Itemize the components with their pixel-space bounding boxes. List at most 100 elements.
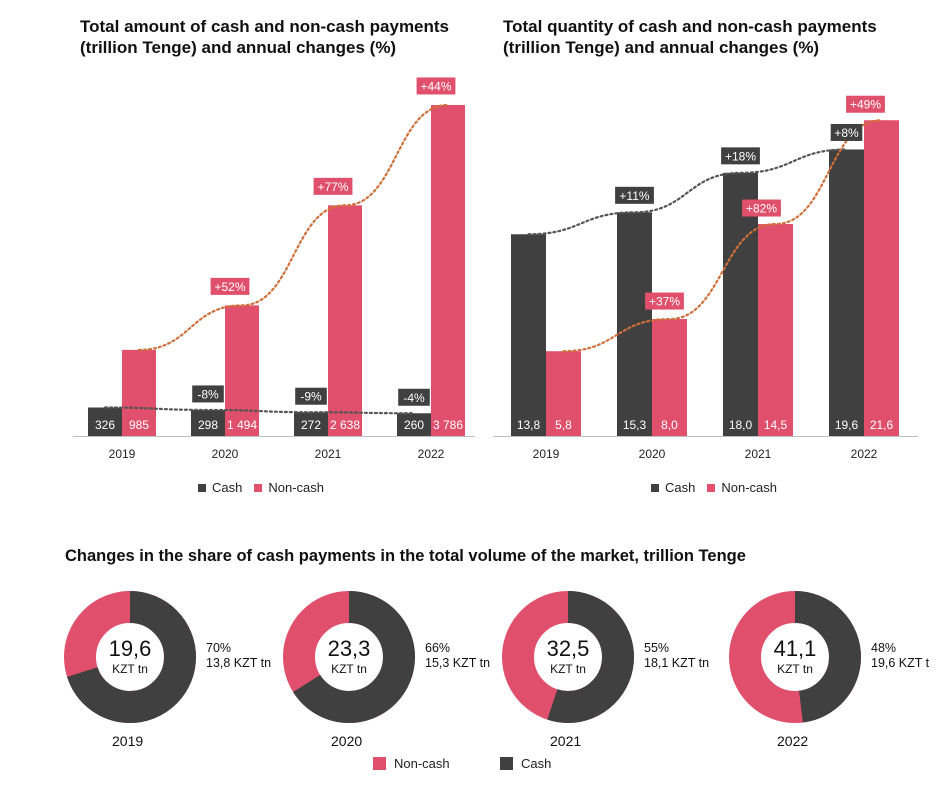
- donut-unit: KZT tn: [550, 662, 586, 676]
- change-badge-cash-2022: [830, 123, 863, 141]
- bar-noncash-2021: [328, 205, 362, 436]
- legend-noncash-swatch: [707, 483, 716, 492]
- trend-line-noncash: [137, 103, 450, 351]
- donut-legend-cash-swatch: [500, 757, 513, 770]
- chart1-legend: Cash Non-cash: [198, 480, 324, 495]
- category-label: 2022: [418, 447, 445, 461]
- donut-ring: [502, 591, 634, 723]
- legend-cash-label: Cash: [665, 480, 696, 495]
- category-label: 2020: [212, 447, 239, 461]
- donut-slice-cash: [729, 591, 861, 723]
- donut-year-label: 2020: [331, 733, 363, 749]
- bar-cash-value-label: 298: [198, 418, 218, 432]
- bar-cash-2022: [829, 149, 864, 436]
- change-badge-noncash-2021-text: +82%: [746, 202, 777, 216]
- bar-cash-value-label: 19,6: [835, 418, 859, 432]
- donut-cash-share-label: 66% 15,3 KZT tn: [425, 641, 490, 671]
- category-label: 2022: [851, 447, 878, 461]
- donut-cash-share-value: 18,1 KZT tn: [644, 656, 710, 670]
- donut-cash-share-label: 55% 18,1 KZT tn: [644, 641, 709, 671]
- change-badge-cash-2020-text: +11%: [619, 189, 649, 203]
- donut-cash-share-percent: 70%: [206, 641, 232, 655]
- bar-noncash-value-label: 1 494: [227, 418, 257, 432]
- donut-hole: [96, 623, 164, 691]
- change-badge-cash-2020-text: -8%: [197, 387, 219, 401]
- chart1-title: Total amount of cash and non-cash paymen…: [80, 16, 449, 58]
- bar-noncash-value-label: 14,5: [764, 418, 788, 432]
- donut-center: 19,6 KZT tn: [64, 591, 196, 723]
- category-label: 2019: [109, 447, 136, 461]
- category-label: 2021: [745, 447, 772, 461]
- bar-noncash-2022: [431, 104, 465, 437]
- bar-cash-2019: [88, 407, 122, 436]
- donut-center: 41,1 KZT tn: [729, 591, 861, 723]
- donut-total: 23,3: [327, 636, 371, 661]
- donut-ring: [729, 591, 861, 723]
- donut-legend-cash: Cash: [500, 756, 551, 771]
- bar-cash-value-label: 13,8: [517, 418, 541, 432]
- donut-2020: 23,3 KZT tn: [283, 591, 423, 731]
- change-badge-noncash-2022-text: +44%: [420, 79, 451, 93]
- change-badge-noncash-2022-text: +49%: [850, 98, 881, 112]
- bar-noncash-value-label: 5,8: [555, 418, 572, 432]
- donut-hole: [315, 623, 383, 691]
- legend-cash-swatch: [198, 483, 206, 492]
- bar-noncash-2019: [122, 349, 156, 436]
- change-badge-noncash-2021-text: +77%: [317, 180, 348, 194]
- donut-legend-noncash-label: Non-cash: [394, 756, 450, 771]
- donut-2021: 32,5 KZT tn: [502, 591, 642, 731]
- chart2-title-line1: Total quantity of cash and non-cash paym…: [503, 17, 877, 36]
- change-badge-cash-2021-text: +18%: [725, 149, 756, 163]
- donut-cash-share-label: 48% 19,6 KZT t: [871, 641, 929, 671]
- legend-noncash-swatch: [254, 483, 263, 492]
- donut-legend-cash-label: Cash: [521, 756, 552, 771]
- bar-cash-2022: [397, 413, 431, 436]
- bar-noncash-2022: [864, 120, 899, 436]
- change-badge-noncash-2022: [416, 77, 456, 95]
- donut-cash-share-label: 70% 13,8 KZT tn: [206, 641, 271, 671]
- change-badge-noncash-2020: [645, 292, 684, 310]
- donut-cash-share-value: 19,6 KZT t: [871, 656, 930, 670]
- bar-cash-value-label: 260: [404, 418, 424, 432]
- donut-total: 41,1: [773, 636, 817, 661]
- donut-2019: 19,6 KZT tn: [64, 591, 204, 731]
- donut-hole: [534, 623, 602, 691]
- trend-line-noncash: [562, 119, 883, 353]
- change-badge-cash-2021: [721, 147, 760, 165]
- donut-slice-cash: [283, 591, 415, 723]
- change-badge-noncash-2020-text: +37%: [649, 295, 680, 309]
- donut-cash-share-percent: 66%: [425, 641, 451, 655]
- donut-cash-share-value: 13,8 KZT tn: [206, 656, 272, 670]
- chart2-legend: Cash Non-cash: [651, 480, 777, 495]
- donut-unit: KZT tn: [112, 662, 148, 676]
- donut-center: 23,3 KZT tn: [283, 591, 415, 723]
- bar-cash-value-label: 272: [301, 418, 321, 432]
- bar-noncash-2019: [546, 351, 581, 436]
- donut-slice-cash: [64, 591, 196, 723]
- legend-cash-label: Cash: [212, 480, 243, 495]
- bar-noncash-2021: [758, 224, 793, 436]
- donut-unit: KZT tn: [331, 662, 367, 676]
- bar-charts: 326 985 2019 298 1 494 2020 272 2 638 2021 260 3 7…: [73, 77, 918, 461]
- donut-legend-noncash-swatch: [373, 757, 386, 770]
- donut-ring: [64, 591, 196, 723]
- bar-cash-value-label: 15,3: [623, 418, 647, 432]
- category-label: 2021: [315, 447, 342, 461]
- change-badge-cash-2021-text: -9%: [300, 390, 322, 404]
- change-badge-cash-2022-text: -4%: [403, 391, 425, 405]
- donut-2022: 41,1 KZT tn: [729, 591, 869, 731]
- donut-hole: [761, 623, 829, 691]
- chart1-title-line2: (trillion Tenge) and annual changes (%): [80, 38, 397, 57]
- donut-total: 32,5: [546, 636, 590, 661]
- bar-cash-2021: [294, 412, 328, 436]
- donut-cash-share-percent: 48%: [871, 641, 897, 655]
- change-badge-cash-2020: [615, 186, 654, 204]
- legend-cash-swatch: [651, 483, 659, 492]
- bar-cash-value-label: 326: [95, 418, 115, 432]
- donut-year-label: 2021: [550, 733, 582, 749]
- bar-noncash-value-label: 985: [129, 418, 149, 432]
- chart2-title: Total quantity of cash and non-cash paym…: [503, 16, 877, 58]
- change-badge-noncash-2020: [210, 277, 250, 295]
- bar-noncash-value-label: 21,6: [870, 418, 894, 432]
- trend-line-cash: [103, 406, 416, 415]
